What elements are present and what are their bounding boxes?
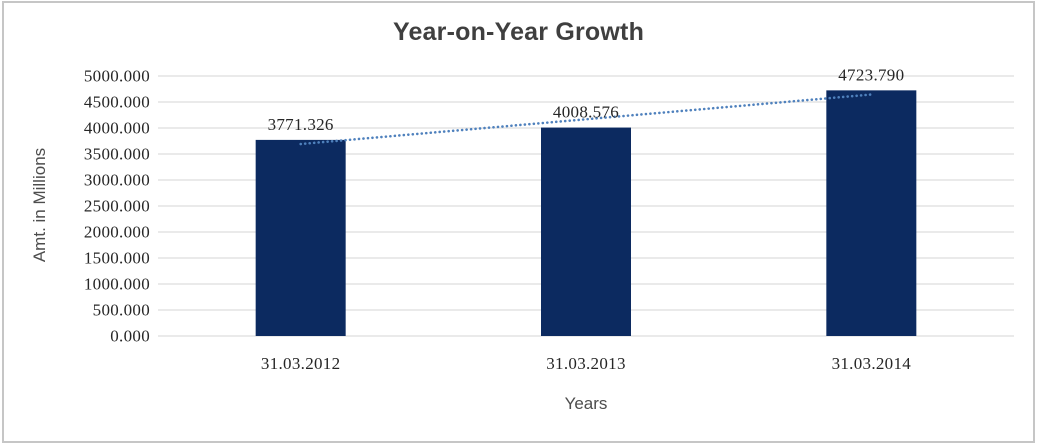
y-tick-label: 2500.000 — [84, 197, 150, 216]
trendline — [299, 93, 873, 146]
bar-data-label: 4008.576 — [553, 103, 619, 122]
x-tick-label: 31.03.2014 — [832, 354, 912, 373]
y-tick-label: 1500.000 — [84, 249, 150, 268]
y-tick-label: 4000.000 — [84, 119, 150, 138]
y-tick-label: 4500.000 — [84, 93, 150, 112]
x-tick-label: 31.03.2012 — [261, 354, 341, 373]
y-tick-label: 3500.000 — [84, 145, 150, 164]
y-tick-label: 500.000 — [93, 301, 150, 320]
y-tick-label: 3000.000 — [84, 171, 150, 190]
x-axis-title: Years — [564, 394, 608, 413]
bar-data-label: 3771.326 — [268, 115, 334, 134]
bar — [255, 139, 346, 336]
chart-title: Year-on-Year Growth — [392, 18, 645, 46]
bar — [541, 127, 631, 336]
y-tick-label: 0.000 — [110, 327, 150, 346]
y-tick-label: 5000.000 — [84, 67, 150, 86]
bar — [826, 90, 917, 337]
x-tick-label: 31.03.2013 — [546, 354, 626, 373]
y-tick-label: 2000.000 — [84, 223, 150, 242]
y-tick-label: 1000.000 — [84, 275, 150, 294]
bar-data-label: 4723.790 — [838, 65, 904, 84]
